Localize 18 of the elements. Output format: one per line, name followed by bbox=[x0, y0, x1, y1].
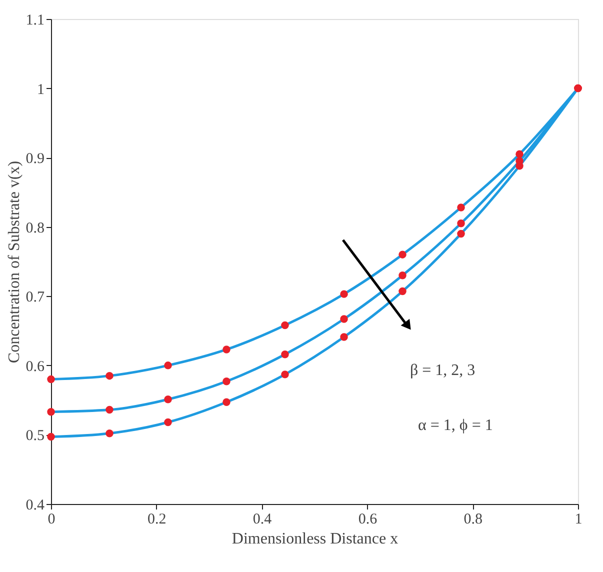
y-tick-label: 0.6 bbox=[26, 358, 45, 375]
y-tick-label: 0.5 bbox=[26, 428, 44, 444]
annotation: β = 1, 2, 3 bbox=[410, 362, 476, 379]
annotation: α = 1, ϕ = 1 bbox=[418, 417, 493, 434]
x-tick-label: 0.4 bbox=[252, 512, 272, 528]
y-tick-label: 0.4 bbox=[26, 498, 45, 514]
y-tick-label: 0.9 bbox=[26, 151, 44, 168]
x-tick-label: 0.2 bbox=[148, 512, 166, 528]
x-tick-label: 0.6 bbox=[358, 512, 378, 528]
y-tick-label: 1.1 bbox=[26, 12, 44, 28]
x-tick-label: 0 bbox=[48, 512, 56, 528]
x-tick-label: 1 bbox=[574, 512, 582, 528]
y-axis-title: Concentration of Substrate v(x) bbox=[6, 160, 23, 364]
y-tick-label: 0.7 bbox=[26, 290, 45, 306]
x-tick-label: 0.8 bbox=[464, 512, 482, 528]
x-axis-title: Dimensionless Distance x bbox=[232, 530, 398, 548]
y-tick-label: 0.8 bbox=[26, 220, 44, 236]
y-tick-label: 1 bbox=[37, 82, 44, 98]
